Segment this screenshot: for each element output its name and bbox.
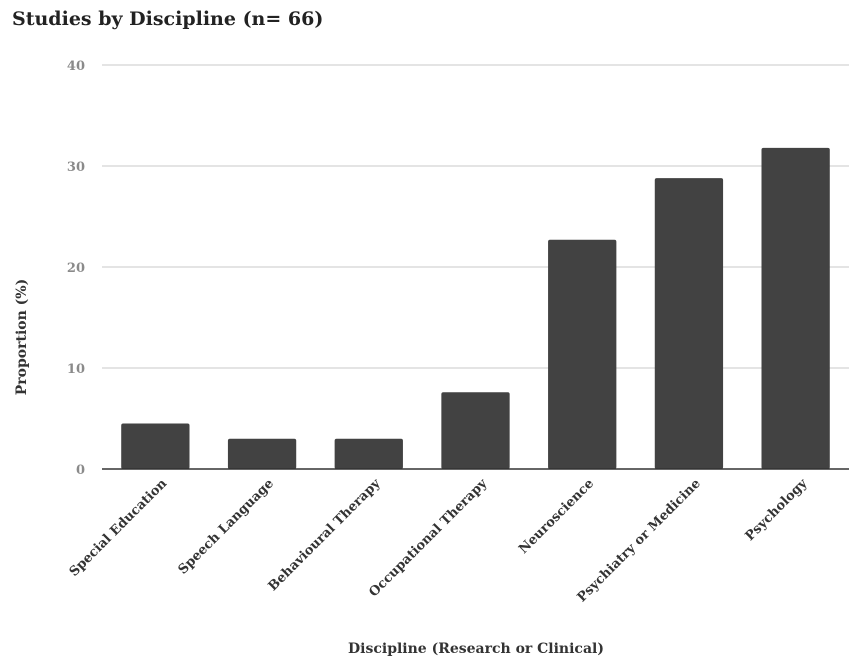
- bar: [334, 438, 403, 469]
- y-axis-title: Proportion (%): [14, 279, 30, 395]
- bar: [441, 392, 510, 469]
- y-tick-label: 0: [76, 463, 85, 478]
- bars: [121, 147, 830, 469]
- x-tick-label: Speech Language: [176, 476, 277, 577]
- bar: [761, 147, 830, 469]
- bar: [654, 178, 724, 469]
- y-tick-label: 40: [67, 59, 85, 74]
- x-tick-label: Occupational Therapy: [366, 476, 490, 600]
- bar: [548, 239, 617, 469]
- y-axis-ticks: 0 10 20 30 40: [67, 59, 85, 478]
- y-tick-label: 20: [67, 261, 85, 276]
- x-tick-label: Special Education: [67, 476, 171, 580]
- x-tick-label: Neuroscience: [516, 476, 597, 557]
- x-tick-label: Psychiatry or Medicine: [575, 476, 704, 605]
- bar: [227, 438, 297, 469]
- y-tick-label: 30: [67, 160, 85, 175]
- bar: [121, 423, 190, 469]
- x-axis-title: Discipline (Research or Clinical): [348, 641, 604, 657]
- chart-title: Studies by Discipline (n= 66): [12, 8, 324, 30]
- x-tick-label: Psychology: [743, 476, 811, 544]
- x-tick-label: Behavioural Therapy: [266, 476, 384, 594]
- x-axis-ticks: Special Education Speech LanguageBehaviou…: [67, 476, 811, 606]
- gridlines: [102, 64, 849, 369]
- y-tick-label: 10: [67, 362, 85, 377]
